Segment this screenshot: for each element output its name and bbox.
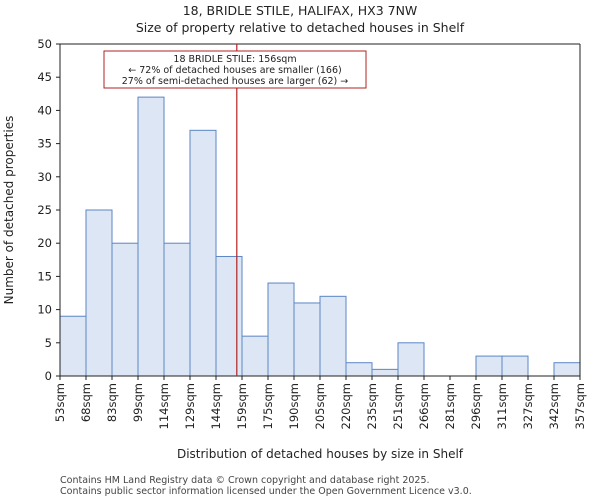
- x-tick-label: 68sqm: [79, 383, 93, 422]
- histogram-bar: [85, 209, 113, 377]
- annotation-line-3: 27% of semi-detached houses are larger (…: [122, 76, 349, 87]
- y-ticks-group: 0 5 10 15 20 25 30 35 40 45 50: [37, 37, 60, 383]
- bars-group: [59, 96, 581, 377]
- histogram-bar: [59, 315, 87, 377]
- y-tick-label: 15: [37, 269, 52, 283]
- x-tick-label: 144sqm: [209, 383, 223, 429]
- histogram-bar: [345, 362, 373, 377]
- histogram-bar: [293, 302, 321, 377]
- x-tick-label: 281sqm: [443, 383, 457, 429]
- histogram-bar: [111, 242, 139, 377]
- histogram-bar: [397, 342, 425, 377]
- x-tick-label: 251sqm: [391, 383, 405, 429]
- y-tick-label: 20: [37, 236, 52, 250]
- footer-line-1: Contains HM Land Registry data © Crown c…: [60, 475, 430, 486]
- x-axis-label: Distribution of detached houses by size …: [177, 447, 464, 461]
- y-tick-label: 45: [37, 70, 52, 84]
- y-tick-label: 0: [45, 369, 52, 383]
- histogram-bar: [137, 96, 165, 377]
- y-tick-label: 5: [45, 336, 52, 350]
- histogram-bar: [371, 368, 399, 377]
- y-tick-label: 30: [37, 170, 52, 184]
- histogram-bar: [553, 362, 581, 377]
- annotation-line-2: ← 72% of detached houses are smaller (16…: [128, 65, 341, 76]
- histogram-bar: [475, 355, 503, 377]
- x-tick-label: 235sqm: [365, 383, 379, 429]
- histogram-bar: [241, 335, 269, 377]
- annotation-line-1: 18 BRIDLE STILE: 156sqm: [173, 54, 296, 65]
- x-tick-label: 311sqm: [495, 383, 509, 429]
- x-tick-label: 342sqm: [547, 383, 561, 429]
- histogram-bar: [267, 282, 295, 377]
- x-tick-label: 114sqm: [157, 383, 171, 429]
- y-tick-label: 25: [37, 203, 52, 217]
- x-tick-label: 327sqm: [521, 383, 535, 429]
- x-tick-label: 190sqm: [287, 383, 301, 429]
- histogram-bar: [501, 355, 529, 377]
- chart-subtitle: Size of property relative to detached ho…: [136, 20, 465, 35]
- x-tick-label: 296sqm: [469, 383, 483, 429]
- histogram-bar: [189, 129, 217, 377]
- annotation-box: [103, 50, 367, 89]
- x-tick-label: 129sqm: [183, 383, 197, 429]
- histogram-bar: [215, 255, 243, 377]
- histogram-bar: [319, 295, 347, 377]
- x-tick-label: 83sqm: [105, 383, 119, 422]
- x-tick-label: 220sqm: [339, 383, 353, 429]
- x-tick-label: 205sqm: [313, 383, 327, 429]
- y-tick-label: 35: [37, 137, 52, 151]
- x-tick-label: 159sqm: [235, 383, 249, 429]
- histogram-bar: [163, 242, 191, 377]
- y-tick-label: 40: [37, 103, 52, 117]
- x-tick-label: 175sqm: [261, 383, 275, 429]
- x-tick-label: 266sqm: [417, 383, 431, 429]
- y-tick-label: 50: [37, 37, 52, 51]
- x-tick-label: 53sqm: [53, 383, 67, 422]
- y-tick-label: 10: [37, 303, 52, 317]
- x-ticks-group: 53sqm 68sqm 83sqm 99sqm 114sqm 129sqm 144sqm 15…: [53, 376, 587, 429]
- y-axis-label: Number of detached properties: [2, 116, 16, 305]
- x-tick-label: 99sqm: [131, 383, 145, 422]
- chart-title: 18, BRIDLE STILE, HALIFAX, HX3 7NW: [183, 3, 418, 18]
- x-tick-label: 357sqm: [573, 383, 587, 429]
- footer-line-2: Contains public sector information licen…: [60, 486, 472, 497]
